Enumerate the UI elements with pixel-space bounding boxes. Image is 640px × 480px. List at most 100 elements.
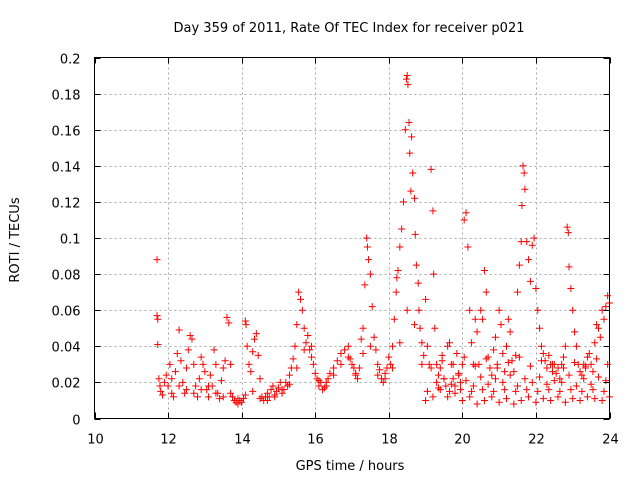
data-point xyxy=(153,312,161,320)
data-point xyxy=(387,360,395,368)
y-tick-label: 0.06 xyxy=(52,305,81,320)
data-point xyxy=(473,328,481,336)
data-point xyxy=(427,364,435,372)
data-point xyxy=(197,386,205,394)
data-point xyxy=(154,315,162,323)
y-tick-label: 0.14 xyxy=(52,161,81,176)
data-point xyxy=(545,351,553,359)
data-point xyxy=(396,339,404,347)
data-point xyxy=(304,331,312,339)
data-point xyxy=(190,360,198,368)
data-point xyxy=(396,243,404,251)
data-point xyxy=(484,380,492,388)
data-point xyxy=(468,339,476,347)
data-point xyxy=(458,360,466,368)
data-point xyxy=(433,360,441,368)
data-point xyxy=(359,324,367,332)
data-point xyxy=(300,346,308,354)
data-point xyxy=(495,398,503,406)
data-point xyxy=(357,335,365,343)
data-point xyxy=(195,375,203,383)
x-tick-label: 14 xyxy=(234,433,251,448)
data-point xyxy=(289,355,297,363)
data-point xyxy=(162,371,170,379)
data-point xyxy=(242,321,250,329)
data-point xyxy=(543,380,551,388)
data-point xyxy=(406,149,414,157)
data-point xyxy=(394,266,402,274)
data-point xyxy=(534,387,542,395)
y-tick-label: 0.18 xyxy=(52,89,81,104)
data-point xyxy=(429,207,437,215)
data-point xyxy=(514,288,522,296)
data-point xyxy=(173,350,181,358)
data-point xyxy=(201,368,209,376)
data-point xyxy=(594,324,602,332)
data-point xyxy=(572,382,580,390)
data-point xyxy=(488,393,496,401)
data-point xyxy=(561,342,569,350)
data-point xyxy=(411,321,419,329)
x-tick-label: 10 xyxy=(87,433,104,448)
data-point xyxy=(219,364,227,372)
data-point xyxy=(156,382,164,390)
data-point xyxy=(602,377,610,385)
data-point xyxy=(550,377,558,385)
data-point xyxy=(503,395,510,403)
data-point xyxy=(388,342,396,350)
data-point xyxy=(528,378,536,386)
data-point xyxy=(525,393,533,401)
data-point xyxy=(539,395,547,403)
data-point xyxy=(157,387,165,395)
data-point xyxy=(530,234,538,242)
data-point xyxy=(578,387,586,395)
data-point xyxy=(506,371,514,379)
data-point xyxy=(523,238,531,246)
data-point xyxy=(422,396,430,404)
data-point xyxy=(477,373,485,381)
data-point xyxy=(293,364,301,372)
data-point xyxy=(412,261,420,269)
data-point xyxy=(403,72,411,80)
data-point xyxy=(418,360,426,368)
data-point xyxy=(418,339,426,347)
data-point xyxy=(493,364,501,372)
data-point xyxy=(254,351,262,359)
data-point xyxy=(285,371,293,379)
data-point xyxy=(374,360,382,368)
data-point xyxy=(402,75,410,83)
data-point xyxy=(210,346,218,354)
data-point xyxy=(423,387,431,395)
x-tick-label: 20 xyxy=(454,433,471,448)
data-point xyxy=(221,357,229,365)
data-point xyxy=(602,303,610,311)
data-point xyxy=(300,324,308,332)
data-point xyxy=(411,230,419,238)
data-point xyxy=(600,387,608,395)
data-point xyxy=(445,387,453,395)
data-point xyxy=(361,281,369,289)
data-point xyxy=(182,364,190,372)
data-point xyxy=(469,382,477,390)
data-point xyxy=(436,364,444,372)
data-point xyxy=(591,395,599,403)
data-point xyxy=(401,126,409,134)
data-point xyxy=(423,342,431,350)
data-point xyxy=(274,384,282,392)
data-point xyxy=(547,396,555,404)
data-point xyxy=(388,364,396,372)
data-point xyxy=(503,342,510,350)
data-point xyxy=(430,270,438,278)
data-point xyxy=(491,375,499,383)
data-points xyxy=(153,72,613,408)
data-point xyxy=(576,368,584,376)
y-tick-label: 0.1 xyxy=(60,233,81,248)
data-point xyxy=(536,373,544,381)
data-point xyxy=(249,348,257,356)
data-point xyxy=(366,342,374,350)
data-point xyxy=(352,371,360,379)
data-point xyxy=(256,375,264,383)
data-point xyxy=(405,118,413,126)
data-point xyxy=(591,339,599,347)
data-point xyxy=(363,234,371,242)
